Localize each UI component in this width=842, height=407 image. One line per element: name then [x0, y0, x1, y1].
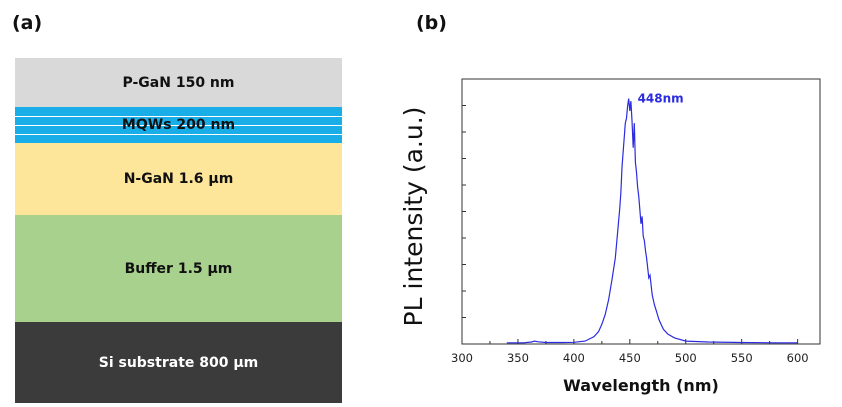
panel-b-label: (b)	[416, 12, 447, 34]
layer-si-substrate-label: Si substrate 800 μm	[98, 354, 259, 371]
x-axis-label: Wavelength (nm)	[563, 376, 719, 395]
y-axis-label: PL intensity (a.u.)	[399, 107, 428, 327]
layer-si-substrate: Si substrate 800 μm	[15, 322, 342, 403]
layer-mqws-label: MQWs 200 nm	[121, 117, 236, 133]
pl-spectrum-line	[506, 98, 798, 344]
x-tick-label: 550	[731, 351, 753, 365]
x-tick-label: 400	[563, 351, 585, 365]
layer-mqws: MQWs 200 nm	[15, 107, 342, 143]
layer-buffer-label: Buffer 1.5 μm	[124, 260, 233, 277]
mqw-stripes	[15, 107, 342, 143]
layer-n-gan: N-GaN 1.6 μm	[15, 143, 342, 215]
peak-annotation: 448nm	[638, 92, 684, 106]
x-tick-label: 600	[787, 351, 809, 365]
layer-n-gan-label: N-GaN 1.6 μm	[123, 171, 234, 187]
layer-p-gan-label: P-GaN 150 nm	[122, 74, 235, 91]
panel-a-label: (a)	[12, 12, 43, 34]
layer-p-gan: P-GaN 150 nm	[15, 58, 342, 107]
plot-frame	[461, 78, 821, 345]
x-tick-label: 350	[507, 351, 529, 365]
x-tick-label: 450	[619, 351, 641, 365]
x-tick-label: 500	[675, 351, 697, 365]
layer-buffer: Buffer 1.5 μm	[15, 215, 342, 322]
x-tick-label: 300	[451, 351, 473, 365]
